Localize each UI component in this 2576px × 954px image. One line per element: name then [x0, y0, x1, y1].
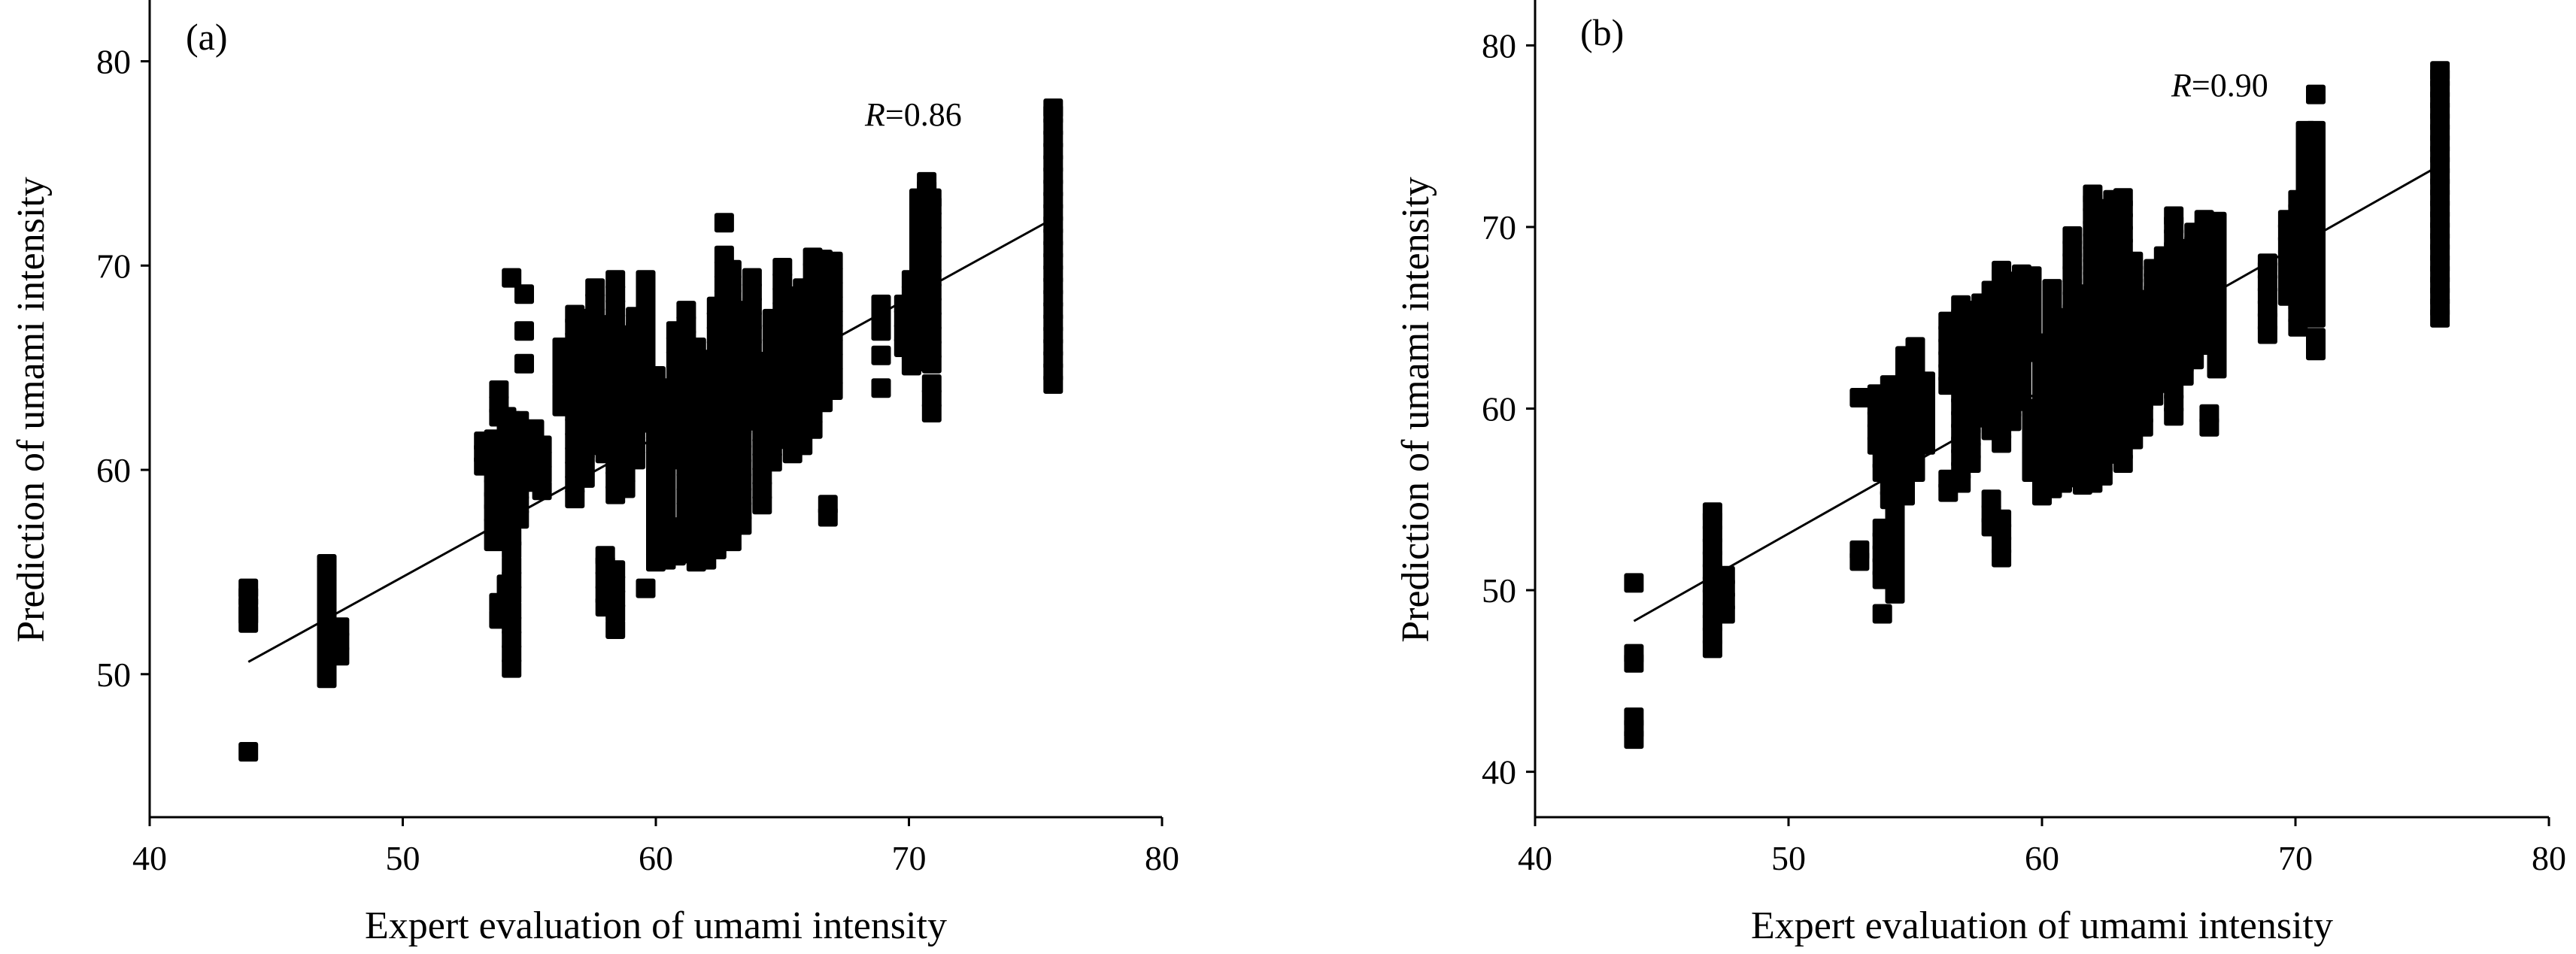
x-tick-label: 50 — [1771, 839, 1806, 877]
x-tick-label: 70 — [2278, 839, 2313, 877]
data-point — [1916, 371, 1935, 392]
x-tick-label: 70 — [892, 839, 927, 877]
data-point — [2430, 61, 2450, 81]
data-point — [1624, 707, 1644, 728]
chart-panel-a: 40 50 60 70 80 50 60 70 80 (a) R=0.86 Expert ev… — [10, 0, 1179, 947]
data-point — [1905, 337, 1925, 357]
data-point — [2113, 188, 2133, 208]
data-point — [2042, 279, 2062, 299]
regression-line — [247, 217, 1054, 663]
x-axis-label: Expert evaluation of umami intensity — [365, 904, 947, 947]
y-tick-label: 70 — [1482, 208, 1516, 247]
data-point — [1849, 388, 1870, 407]
data-point — [2022, 266, 2042, 286]
y-tick-label: 60 — [1482, 390, 1516, 429]
data-point — [2199, 404, 2219, 424]
data-point — [509, 410, 529, 431]
data-point — [502, 527, 522, 547]
data-point — [1872, 604, 1892, 624]
data-point — [714, 213, 734, 233]
y-tick-label: 80 — [1482, 26, 1516, 65]
data-point — [818, 495, 838, 515]
correlation-annotation: R=0.90 — [2171, 67, 2268, 104]
data-point — [605, 619, 626, 639]
data-point — [585, 278, 605, 298]
x-axis-ticks: 40 50 60 70 80 — [1518, 817, 2566, 877]
data-point — [871, 294, 891, 314]
data-point — [2306, 328, 2326, 348]
data-point — [1715, 565, 1735, 586]
regression-line — [1633, 164, 2441, 622]
data-point — [502, 601, 522, 621]
y-axis-label: Prediction of umami intensity — [1394, 177, 1437, 643]
data-point — [721, 259, 742, 280]
data-point — [514, 284, 534, 304]
data-point — [636, 578, 656, 598]
data-point — [502, 268, 522, 288]
data-point — [329, 617, 350, 638]
data-point — [636, 270, 656, 290]
data-point — [605, 270, 626, 290]
data-point — [605, 560, 626, 580]
data-point — [1043, 98, 1063, 118]
data-point — [823, 251, 843, 271]
data-point — [921, 188, 942, 208]
x-tick-label: 40 — [132, 839, 167, 877]
chart-panel-b: 40 50 60 70 80 40 50 60 70 80 (b) R=0.90 Expert … — [1394, 0, 2566, 947]
data-point — [1624, 573, 1644, 593]
y-tick-label: 50 — [96, 656, 131, 694]
y-axis-label: Prediction of umami intensity — [10, 177, 53, 643]
data-point — [742, 268, 762, 288]
y-tick-label: 50 — [1482, 571, 1516, 610]
data-point — [2306, 84, 2326, 104]
data-point — [514, 321, 534, 341]
data-point — [917, 171, 937, 192]
x-axis-ticks: 40 50 60 70 80 — [132, 817, 1179, 877]
x-tick-label: 60 — [639, 839, 673, 877]
data-point — [238, 578, 259, 598]
x-tick-label: 50 — [386, 839, 420, 877]
data-point — [2123, 251, 2144, 271]
data-point — [772, 258, 793, 277]
y-tick-label: 60 — [96, 451, 131, 489]
data-point — [921, 374, 942, 394]
x-tick-label: 60 — [2025, 839, 2059, 877]
y-axis-ticks: 50 60 70 80 — [96, 43, 150, 694]
data-point — [238, 742, 259, 762]
data-point — [1992, 509, 2012, 529]
scatter-points — [1624, 61, 2450, 750]
data-point — [1981, 489, 2001, 510]
data-point — [532, 480, 552, 501]
x-tick-label: 40 — [1518, 839, 1552, 877]
data-point — [1880, 375, 1900, 395]
correlation-annotation: R=0.86 — [864, 96, 962, 133]
data-point — [514, 353, 534, 374]
data-point — [676, 301, 696, 321]
data-point — [2306, 120, 2326, 141]
y-axis-ticks: 40 50 60 70 80 — [1482, 26, 1535, 792]
data-point — [1702, 502, 1722, 522]
data-point — [1624, 644, 1644, 664]
data-point — [317, 554, 337, 574]
panel-label: (a) — [186, 16, 228, 58]
x-tick-label: 80 — [1145, 839, 1179, 877]
panel-label: (b) — [1580, 11, 1624, 53]
data-point — [532, 435, 552, 456]
data-point — [489, 380, 509, 400]
x-tick-label: 80 — [2532, 839, 2566, 877]
data-point — [2062, 226, 2083, 246]
data-point — [871, 378, 891, 398]
data-point — [871, 345, 891, 365]
scatter-points — [238, 98, 1063, 762]
y-tick-label: 40 — [1482, 753, 1516, 792]
data-point — [524, 419, 545, 439]
y-tick-label: 80 — [96, 43, 131, 81]
data-point — [2207, 211, 2227, 232]
data-point — [2164, 206, 2184, 226]
x-axis-label: Expert evaluation of umami intensity — [1751, 904, 2333, 947]
data-point — [502, 556, 522, 576]
data-point — [1849, 540, 1870, 560]
y-tick-label: 70 — [96, 247, 131, 285]
